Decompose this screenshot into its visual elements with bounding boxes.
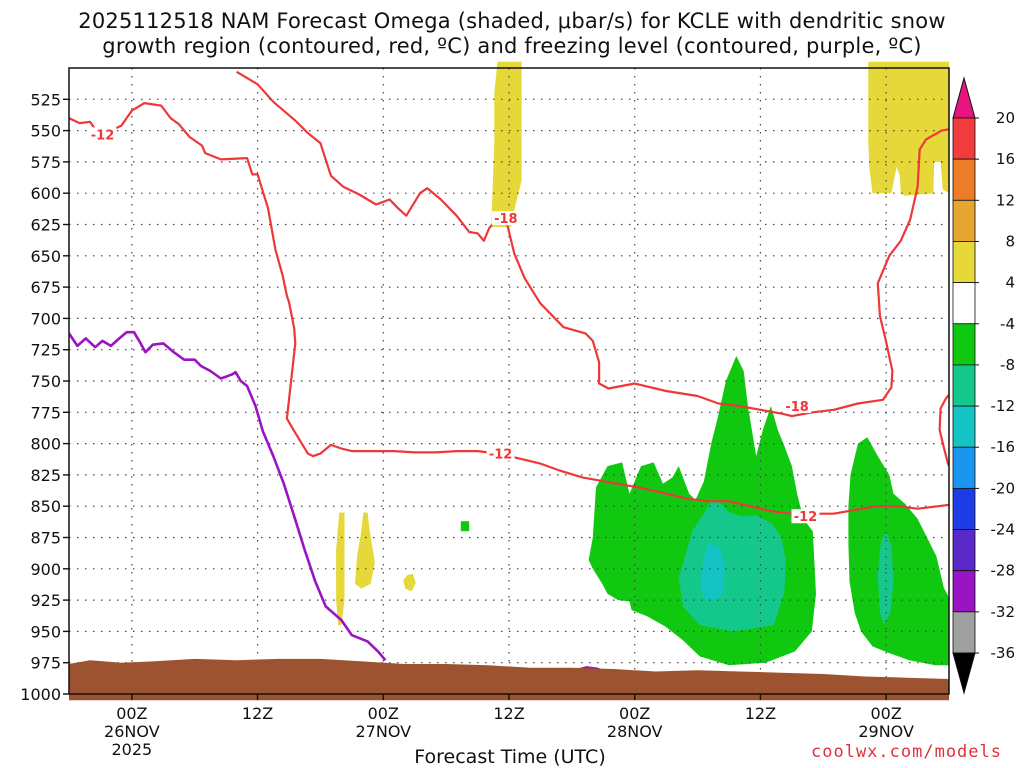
- contour-label-3: -18: [785, 400, 809, 415]
- colorbar: 20 16 12 8 4 -4 -8 -12 -16 -20 -24 -28 -32 -36: [952, 76, 1016, 695]
- y-tick-label-850: 850: [30, 497, 61, 516]
- colorbar-label-13: -36: [991, 644, 1016, 662]
- x-tick-label-54: 00Z: [619, 704, 650, 723]
- colorbar-swatch-1: [952, 158, 976, 201]
- colorbar-swatch-10: [952, 529, 976, 572]
- title-line-1: 2025112518 NAM Forecast Omega (shaded, μ…: [78, 9, 946, 33]
- y-tick-label-525: 525: [30, 90, 61, 109]
- omega-rising-region-small-b: [355, 512, 375, 589]
- y-tick-label-600: 600: [30, 184, 61, 203]
- colorbar-swatch-8: [952, 446, 976, 489]
- omega-rising-region-29nov: [868, 61, 949, 196]
- omega-shading: [336, 61, 949, 666]
- colorbar-label-10: -24: [991, 521, 1016, 539]
- y-tick-label-550: 550: [30, 122, 61, 141]
- y-tick-label-625: 625: [30, 216, 61, 235]
- contour-label-bg-4: [791, 509, 820, 524]
- y-tick-label-1000: 1000: [20, 685, 61, 704]
- y-tick-label-925: 925: [30, 591, 61, 610]
- colorbar-label-4: 4: [1005, 274, 1015, 292]
- colorbar-swatch-4: [952, 282, 976, 325]
- colorbar-label-12: -32: [991, 603, 1016, 621]
- colorbar-swatch-3: [952, 241, 976, 284]
- contour-minus-12: [69, 101, 949, 515]
- colorbar-label-11: -28: [991, 562, 1016, 580]
- colorbar-swatch-9: [952, 487, 976, 530]
- x-tick-label-66: 12Z: [745, 704, 776, 723]
- credit-text: coolwx.com/models: [811, 742, 1002, 762]
- colorbar-label-8: -16: [991, 438, 1016, 456]
- y-tick-label-900: 900: [30, 560, 61, 579]
- x-tick-label-6: 00Z: [116, 704, 147, 723]
- ground-layer: [69, 658, 949, 701]
- colorbar-label-3: 8: [1005, 232, 1015, 250]
- colorbar-swatch-6: [952, 364, 976, 407]
- x-tick-label-78: 00Z: [870, 704, 901, 723]
- y-tick-label-750: 750: [30, 372, 61, 391]
- colorbar-swatch-2: [952, 199, 976, 242]
- x-tick-year-6: 2025: [111, 740, 152, 759]
- title-line-2: growth region (contoured, red, ºC) and f…: [102, 34, 922, 58]
- contour-label-bg-0: [88, 127, 117, 142]
- colorbar-label-0: 20: [996, 109, 1015, 127]
- contour-lines: -12 -18 -12 -18 -12: [69, 70, 949, 675]
- contours: -12 -18 -12 -18 -12: [69, 70, 949, 675]
- x-tick-date-54: 28NOV: [607, 722, 663, 741]
- x-tick-date-78: 29NOV: [858, 722, 914, 741]
- colorbar-label-9: -20: [991, 479, 1016, 497]
- y-tick-label-950: 950: [30, 622, 61, 641]
- y-tick-label-875: 875: [30, 529, 61, 548]
- colorbar-swatch-11: [952, 570, 976, 613]
- freezing-level-contour: [69, 330, 387, 662]
- colorbar-label-1: 16: [996, 150, 1015, 168]
- y-tick-label-775: 775: [30, 403, 61, 422]
- contour-label-2: -12: [489, 448, 513, 463]
- contour-label-bg-1: [491, 211, 520, 226]
- y-tick-label-800: 800: [30, 435, 61, 454]
- contour-label-bg-2: [486, 446, 515, 461]
- x-axis-label: Forecast Time (UTC): [414, 746, 606, 768]
- omega-sinking-region-29nov-moderate: [877, 531, 894, 626]
- x-tick-date-30: 27NOV: [355, 722, 411, 741]
- omega-rising-region-small-c: [403, 573, 416, 592]
- x-tick-label-30: 00Z: [368, 704, 399, 723]
- colorbar-label-2: 12: [996, 191, 1015, 209]
- grid-lines: [69, 68, 949, 695]
- x-tick-label-42: 12Z: [493, 704, 524, 723]
- contour-label-4: -12: [794, 510, 818, 525]
- colorbar-arrow-top: [952, 76, 976, 119]
- colorbar-swatch-5: [952, 323, 976, 366]
- contour-minus-18-right: [938, 394, 949, 467]
- y-tick-label-575: 575: [30, 153, 61, 172]
- x-tick-label-18: 12Z: [242, 704, 273, 723]
- contour-label-1: -18: [494, 212, 518, 227]
- y-axis-ticks: 525 550 575 600 625 650 675 700 725 750 775 800 825 8…: [20, 90, 69, 704]
- colorbar-label-6: -8: [1000, 356, 1015, 374]
- colorbar-swatch-12: [952, 611, 976, 654]
- y-tick-label-650: 650: [30, 247, 61, 266]
- x-tick-date-6: 26NOV: [104, 722, 160, 741]
- y-tick-label-825: 825: [30, 466, 61, 485]
- ground-terrain: [69, 658, 949, 701]
- omega-sinking-dot: [460, 521, 470, 532]
- colorbar-swatch-0: [952, 117, 976, 160]
- y-tick-label-975: 975: [30, 654, 61, 673]
- y-tick-label-725: 725: [30, 341, 61, 360]
- y-tick-label-675: 675: [30, 278, 61, 297]
- omega-rising-region-12z-27nov: [491, 61, 522, 228]
- contour-minus-18: [236, 70, 949, 418]
- contour-label-bg-3: [783, 399, 812, 414]
- omega-rising-region-small-a: [336, 512, 345, 626]
- omega-sinking-region-29nov: [848, 437, 949, 666]
- colorbar-swatch-7: [952, 405, 976, 448]
- y-tick-label-700: 700: [30, 309, 61, 328]
- contour-label-0: -12: [91, 128, 115, 143]
- colorbar-label-5: -4: [1000, 315, 1015, 333]
- omega-sinking-region-strong: [700, 543, 725, 601]
- colorbar-label-7: -12: [991, 397, 1016, 415]
- colorbar-arrow-bottom: [952, 652, 976, 695]
